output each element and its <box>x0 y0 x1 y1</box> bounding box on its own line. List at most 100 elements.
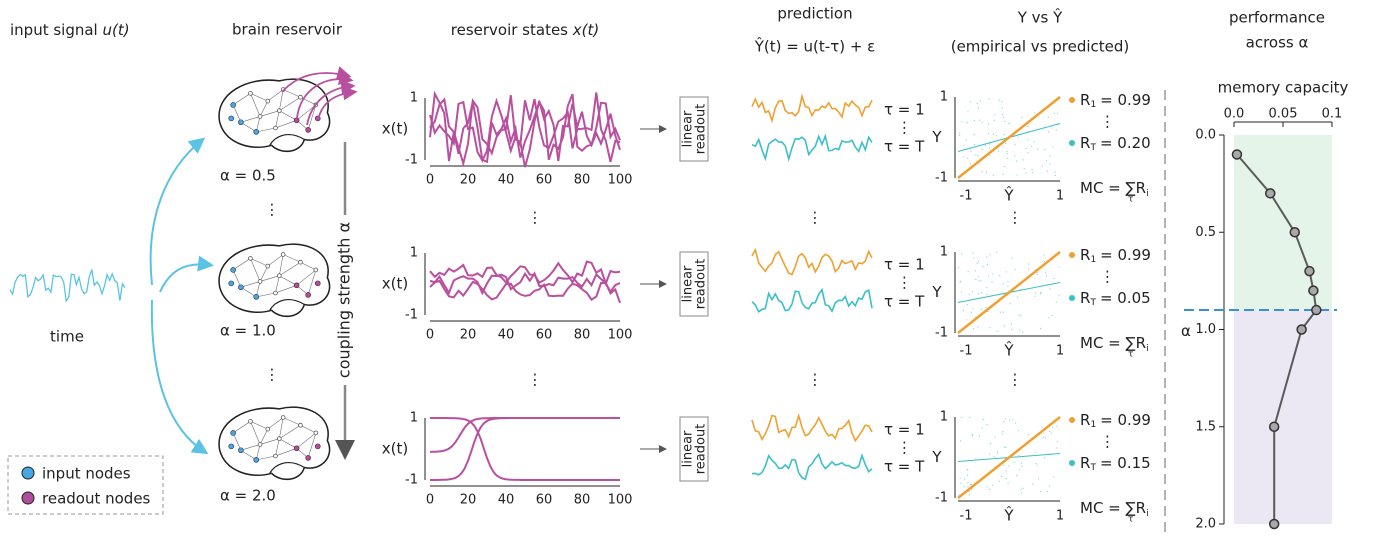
y-axis-label: Y <box>931 128 942 146</box>
scatter-dot <box>1022 331 1024 333</box>
scatter-dot <box>1037 478 1040 480</box>
scatter-dot <box>1058 295 1060 297</box>
y-tick-label: -1 <box>935 171 948 186</box>
x-tick-label: 1 <box>1056 189 1064 204</box>
scatter-dot <box>998 480 1001 482</box>
mc-sum: ∑ <box>1126 334 1136 352</box>
x-tick-label: 1 <box>1056 509 1064 524</box>
state-trace <box>430 417 620 481</box>
scatter-dot <box>976 262 978 264</box>
alpha-label: α = 2.0 <box>220 487 276 505</box>
scatter-dot <box>1006 152 1008 155</box>
mc-point <box>1231 149 1243 160</box>
scatter-dot <box>964 478 966 480</box>
mc-r: R <box>1136 334 1146 352</box>
scatter-dot <box>1006 150 1008 152</box>
tau-label: τ = T <box>884 138 925 156</box>
scatter-dot <box>1004 446 1006 448</box>
scatter-dot <box>986 486 988 488</box>
mc-r: R <box>1136 499 1146 517</box>
mc-formula: MC = ∑Ri <box>1080 179 1149 199</box>
x-tick-label: 100 <box>608 493 633 508</box>
scatter-dot <box>971 435 974 437</box>
scatter-dot <box>1032 483 1034 485</box>
x-tick-label: 0 <box>426 173 434 188</box>
fit-line <box>957 251 1061 334</box>
scatter-dot <box>1010 323 1012 325</box>
scatter-dot <box>1056 112 1059 114</box>
scatter-dot <box>1031 168 1033 171</box>
scatter-dot <box>1049 155 1051 157</box>
y-axis-label: Y <box>931 283 942 301</box>
x-tick-label: 40 <box>498 328 515 343</box>
scatter-dot <box>980 292 983 294</box>
tau-label: τ = 1 <box>884 256 925 274</box>
x-axis-label: Ŷ <box>1003 341 1014 360</box>
header-var: u(t) <box>103 21 130 39</box>
mc-sum: ∑ <box>1126 179 1136 197</box>
state-trace <box>429 271 621 296</box>
scatter-dot <box>1043 260 1046 263</box>
scatter-dot <box>1012 419 1014 421</box>
scatter-dot <box>994 114 996 116</box>
r-symbol: R <box>1080 454 1090 472</box>
scatter-dot <box>959 477 961 479</box>
r-value: = 0.99 <box>1100 246 1151 264</box>
scatter-dot <box>973 143 976 146</box>
brain <box>218 78 331 153</box>
ellipsis: ⋮ <box>528 371 543 389</box>
x-tick-label: 0 <box>426 493 434 508</box>
ellipsis: ⋮ <box>1100 433 1115 451</box>
mc-point <box>1308 285 1319 296</box>
scatter-dot <box>977 107 979 109</box>
scatter-dot <box>986 286 988 289</box>
scatter-dot <box>1052 426 1054 428</box>
prediction-trace <box>751 247 873 276</box>
r-subscript: 1 <box>1090 420 1096 430</box>
scatter-dot <box>1022 487 1024 489</box>
legend-box <box>7 455 164 515</box>
header: input signal u(t) <box>10 21 130 39</box>
r-symbol: R <box>1080 289 1090 307</box>
scatter-dot <box>962 310 965 312</box>
x-tick-label: 20 <box>460 173 477 188</box>
scatter-dot <box>1004 165 1006 168</box>
brain <box>218 406 331 481</box>
scatter-dot <box>1002 283 1004 285</box>
x-tick-label: -1 <box>960 189 973 204</box>
y-tick-label: 0.5 <box>1195 225 1216 240</box>
scatter-dot <box>968 293 970 295</box>
r-symbol: R <box>1080 411 1090 429</box>
alpha-label: α = 1.0 <box>220 322 276 340</box>
x-tick-label: 80 <box>574 173 591 188</box>
ellipsis: ⋮ <box>897 439 912 457</box>
state-trace <box>429 90 621 164</box>
mc-text: MC = <box>1080 499 1126 517</box>
scatter-dot <box>1055 301 1057 303</box>
scatter-dot <box>1044 148 1046 151</box>
r-marker <box>1069 140 1075 146</box>
scatter-dot <box>985 306 987 308</box>
scatter-dot <box>961 121 963 123</box>
scatter-dot <box>996 251 998 253</box>
scatter-dot <box>1016 475 1018 477</box>
readout-label: linear <box>681 265 696 302</box>
mc-point <box>1289 227 1301 238</box>
y-tick-label: -1 <box>405 308 418 323</box>
r-value: = 0.15 <box>1100 454 1151 472</box>
scatter-dot <box>989 254 991 256</box>
x-tick-label: 60 <box>536 493 553 508</box>
scatter-dot <box>959 132 961 134</box>
scatter-dot <box>1007 482 1009 484</box>
x-axis-label: Ŷ <box>1003 186 1014 205</box>
scatter-dot <box>1048 485 1051 487</box>
scatter-dot <box>997 150 1000 153</box>
scatter-dot <box>1017 136 1019 138</box>
scatter-dot <box>1047 317 1049 319</box>
readout-box <box>679 416 709 482</box>
formula: Ŷ(t) = u(t-τ) + ε <box>754 37 876 56</box>
mc-sum: ∑ <box>1126 499 1136 517</box>
scatter-dot <box>989 488 991 491</box>
scatter-dot <box>1005 271 1007 273</box>
scatter-dot <box>1020 488 1022 490</box>
